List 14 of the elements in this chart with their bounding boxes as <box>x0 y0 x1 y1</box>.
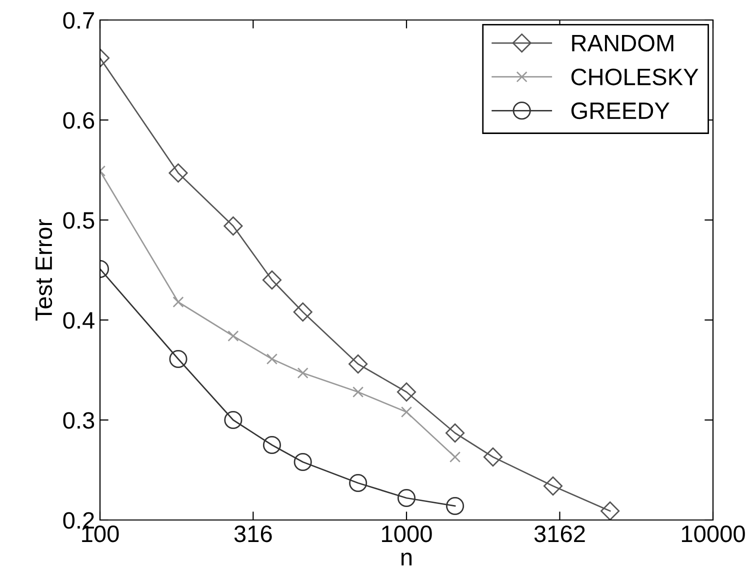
y-tick-label: 0.4 <box>63 312 94 329</box>
legend-label: RANDOM <box>572 34 674 52</box>
legend-label: CHOLESKY <box>571 68 698 86</box>
legend-label: GREEDY <box>571 102 670 120</box>
x-tick-label: 316 <box>234 525 272 542</box>
y-tick-label: 0.6 <box>63 112 94 129</box>
y-tick-label: 0.5 <box>63 212 94 229</box>
y-axis-title: Test Error <box>36 219 52 321</box>
x-tick-label: 1000 <box>382 525 432 542</box>
x-tick-label: 10000 <box>682 525 745 542</box>
y-tick-label: 0.7 <box>63 12 94 29</box>
x-tick-label: 3162 <box>534 525 585 542</box>
x-axis-title: n <box>402 552 412 566</box>
y-tick-label: 0.3 <box>63 412 94 429</box>
